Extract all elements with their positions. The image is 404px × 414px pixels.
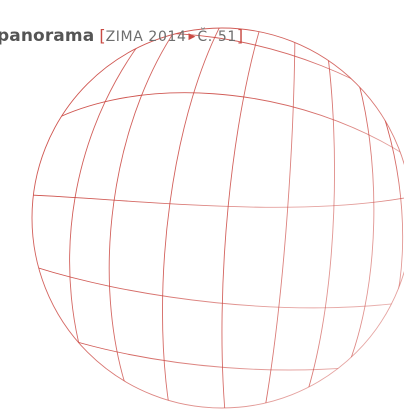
open-bracket: [ <box>99 26 106 45</box>
globe-longitude-line <box>108 28 191 408</box>
globe-longitude-line <box>339 69 375 386</box>
triangle-right-icon: ▶ <box>188 32 196 42</box>
issue-season: ZIMA 2014 <box>105 29 187 45</box>
globe-latitude-line <box>99 394 361 408</box>
globe-outline <box>31 27 404 409</box>
close-bracket: ] <box>236 26 244 45</box>
magazine-title: panorama <box>0 26 95 46</box>
globe-longitude-line <box>221 28 266 408</box>
globe-longitude-line <box>162 28 231 408</box>
globe-longitude-line <box>264 28 296 408</box>
globe-latitude-line <box>32 261 404 309</box>
globe-longitude-line <box>304 34 335 401</box>
globe-latitude-line <box>32 194 404 208</box>
header: panorama [ZIMA 2014 ▶ Č. 51] <box>0 20 243 52</box>
globe-latitude-line <box>32 92 404 166</box>
issue-number: Č. 51 <box>197 29 237 45</box>
